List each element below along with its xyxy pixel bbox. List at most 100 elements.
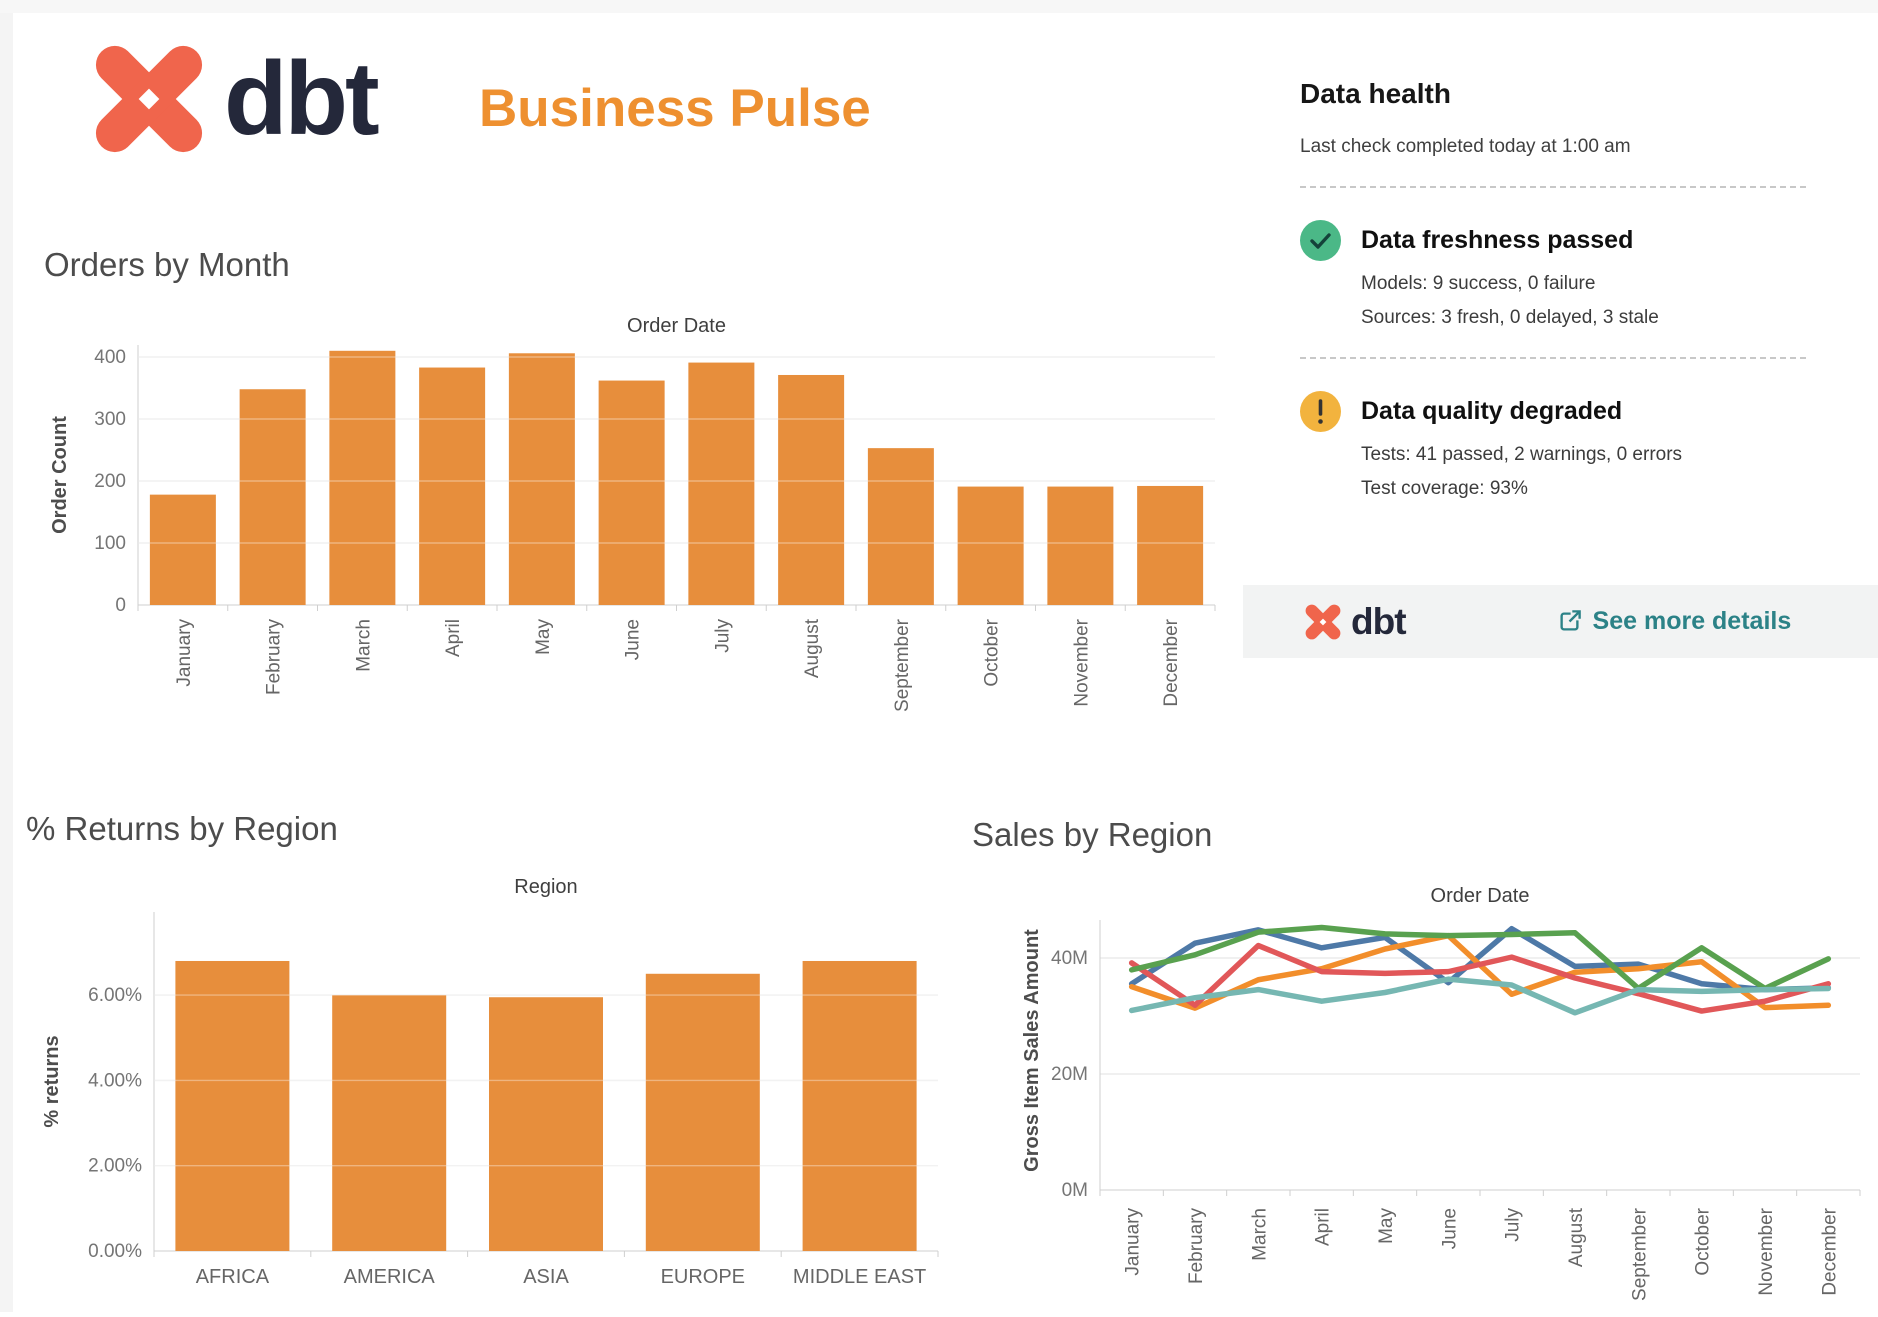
- chart-text: 20M: [1051, 1064, 1088, 1085]
- status-item-quality: Data quality degraded: [1300, 391, 1806, 432]
- chart-text: 40M: [1051, 948, 1088, 969]
- bar-April[interactable]: [419, 367, 486, 605]
- chart-text: 6.00%: [88, 985, 142, 1006]
- line-red[interactable]: [1128, 942, 1832, 1014]
- chart-text: 300: [94, 409, 126, 430]
- chart-text: Order Date: [627, 315, 726, 337]
- chart-text: September: [1629, 1207, 1650, 1301]
- chart-text: 100: [94, 533, 126, 554]
- chart-text: October: [982, 618, 1003, 686]
- see-more-details-link[interactable]: See more details: [1556, 607, 1792, 636]
- chart-text: January: [1123, 1208, 1144, 1276]
- status-item-freshness: Data freshness passed: [1300, 220, 1806, 261]
- chart-text: December: [1161, 618, 1182, 706]
- status-detail: Tests: 41 passed, 2 warnings, 0 errors: [1361, 444, 1683, 465]
- chart-text: February: [264, 619, 285, 696]
- sales_by_region-svg: 0M 20M 40M Order Date Gross Item Sales Amoun…: [1021, 885, 1861, 1301]
- chart-text: Order Count: [49, 416, 71, 534]
- chart-text: August: [802, 618, 823, 678]
- bar-July[interactable]: [688, 362, 755, 605]
- data-health-panel: Data health Last check completed today a…: [1300, 78, 1806, 500]
- chart-text: March: [353, 619, 374, 672]
- chart-text: % returns: [41, 1035, 63, 1127]
- divider: [1300, 186, 1806, 188]
- page-edge-strip-left: [0, 0, 13, 1312]
- orders_by_month-svg: 0 100 200 300 400 Order Date Order Count Januar…: [49, 315, 1216, 712]
- footer-brand: dbt: [1303, 600, 1407, 643]
- chart-text: March: [1249, 1208, 1270, 1261]
- chart-text: 0: [115, 595, 126, 616]
- bar-AFRICA[interactable]: [175, 960, 290, 1251]
- bar-January[interactable]: [149, 494, 216, 605]
- sales-by-region-chart: 0M 20M 40M Order Date Gross Item Sales Amoun…: [960, 860, 1878, 1312]
- chart-text: Region: [514, 876, 577, 898]
- chart-text: EUROPE: [661, 1266, 745, 1288]
- chart-text: ASIA: [523, 1266, 569, 1288]
- chart-text: May: [1376, 1208, 1397, 1244]
- bar-May[interactable]: [508, 353, 575, 605]
- chart-text: MIDDLE EAST: [793, 1266, 926, 1288]
- bar-EUROPE[interactable]: [645, 973, 760, 1251]
- chart-text: 0M: [1062, 1180, 1088, 1201]
- dbt-logo-icon: [95, 45, 203, 153]
- orders-by-month-heading: Orders by Month: [44, 246, 290, 283]
- chart-text: AFRICA: [196, 1266, 270, 1288]
- returns_by_region-svg: 0.00% 2.00% 4.00% 6.00% Region % returns AFRIC…: [41, 876, 939, 1288]
- bar-June[interactable]: [598, 380, 665, 605]
- bar-MIDDLE EAST[interactable]: [802, 960, 917, 1251]
- line-teal[interactable]: [1128, 976, 1832, 1016]
- data-health-subtitle: Last check completed today at 1:00 am: [1300, 136, 1631, 157]
- returns-by-region-chart: 0.00% 2.00% 4.00% 6.00% Region % returns AFRIC…: [0, 850, 960, 1312]
- bar-March[interactable]: [329, 350, 396, 605]
- footer-brand-wordmark: dbt: [1351, 600, 1407, 642]
- chart-text: July: [712, 619, 733, 653]
- check-circle-icon: [1300, 220, 1341, 261]
- chart-text: 4.00%: [88, 1070, 142, 1091]
- status-detail: Sources: 3 fresh, 0 delayed, 3 stale: [1361, 307, 1659, 328]
- chart-text: AMERICA: [344, 1266, 436, 1288]
- sales-by-region-heading: Sales by Region: [972, 816, 1213, 853]
- see-more-details-label: See more details: [1592, 607, 1792, 635]
- bar-November[interactable]: [1047, 486, 1114, 605]
- chart-text: 200: [94, 471, 126, 492]
- bar-ASIA[interactable]: [489, 997, 603, 1251]
- chart-text: 2.00%: [88, 1156, 142, 1177]
- chart-text: October: [1693, 1207, 1714, 1275]
- returns-by-region-heading: % Returns by Region: [26, 810, 338, 847]
- page-title: Business Pulse: [479, 79, 871, 138]
- warning-circle-icon: [1300, 391, 1341, 432]
- chart-text: Order Date: [1431, 885, 1530, 907]
- chart-text: April: [443, 619, 464, 657]
- line-blue[interactable]: [1128, 925, 1832, 993]
- line-green[interactable]: [1128, 924, 1832, 992]
- chart-text: June: [623, 619, 644, 660]
- bar-August[interactable]: [778, 374, 845, 605]
- chart-text: April: [1313, 1208, 1334, 1246]
- bar-September[interactable]: [867, 448, 934, 605]
- bar-December[interactable]: [1137, 485, 1204, 605]
- line-orange[interactable]: [1128, 932, 1832, 1011]
- data-health-footer: dbt See more details: [1243, 585, 1878, 658]
- chart-text: Gross Item Sales Amount: [1021, 929, 1043, 1172]
- external-link-icon: [1559, 610, 1581, 631]
- chart-text: 0.00%: [88, 1241, 142, 1262]
- bar-AMERICA[interactable]: [332, 995, 447, 1251]
- data-health-title: Data health: [1300, 78, 1451, 109]
- chart-text: July: [1503, 1208, 1524, 1242]
- bar-October[interactable]: [957, 486, 1024, 605]
- header-brand: dbt: [88, 38, 380, 160]
- dbt-logo-icon: [1305, 604, 1341, 639]
- orders-by-month-chart: 0 100 200 300 400 Order Date Order Count Januar…: [30, 300, 1240, 760]
- page-edge-strip-top: [0, 0, 1878, 13]
- chart-text: January: [174, 619, 195, 687]
- status-title: Data freshness passed: [1361, 226, 1634, 254]
- chart-text: November: [1756, 1207, 1777, 1295]
- chart-text: June: [1439, 1208, 1460, 1249]
- bar-February[interactable]: [239, 389, 306, 605]
- status-detail: Models: 9 success, 0 failure: [1361, 273, 1596, 294]
- chart-text: August: [1566, 1207, 1587, 1267]
- chart-text: February: [1186, 1208, 1207, 1285]
- chart-text: May: [533, 619, 554, 655]
- chart-text: December: [1819, 1207, 1840, 1295]
- brand-wordmark: dbt: [224, 41, 380, 157]
